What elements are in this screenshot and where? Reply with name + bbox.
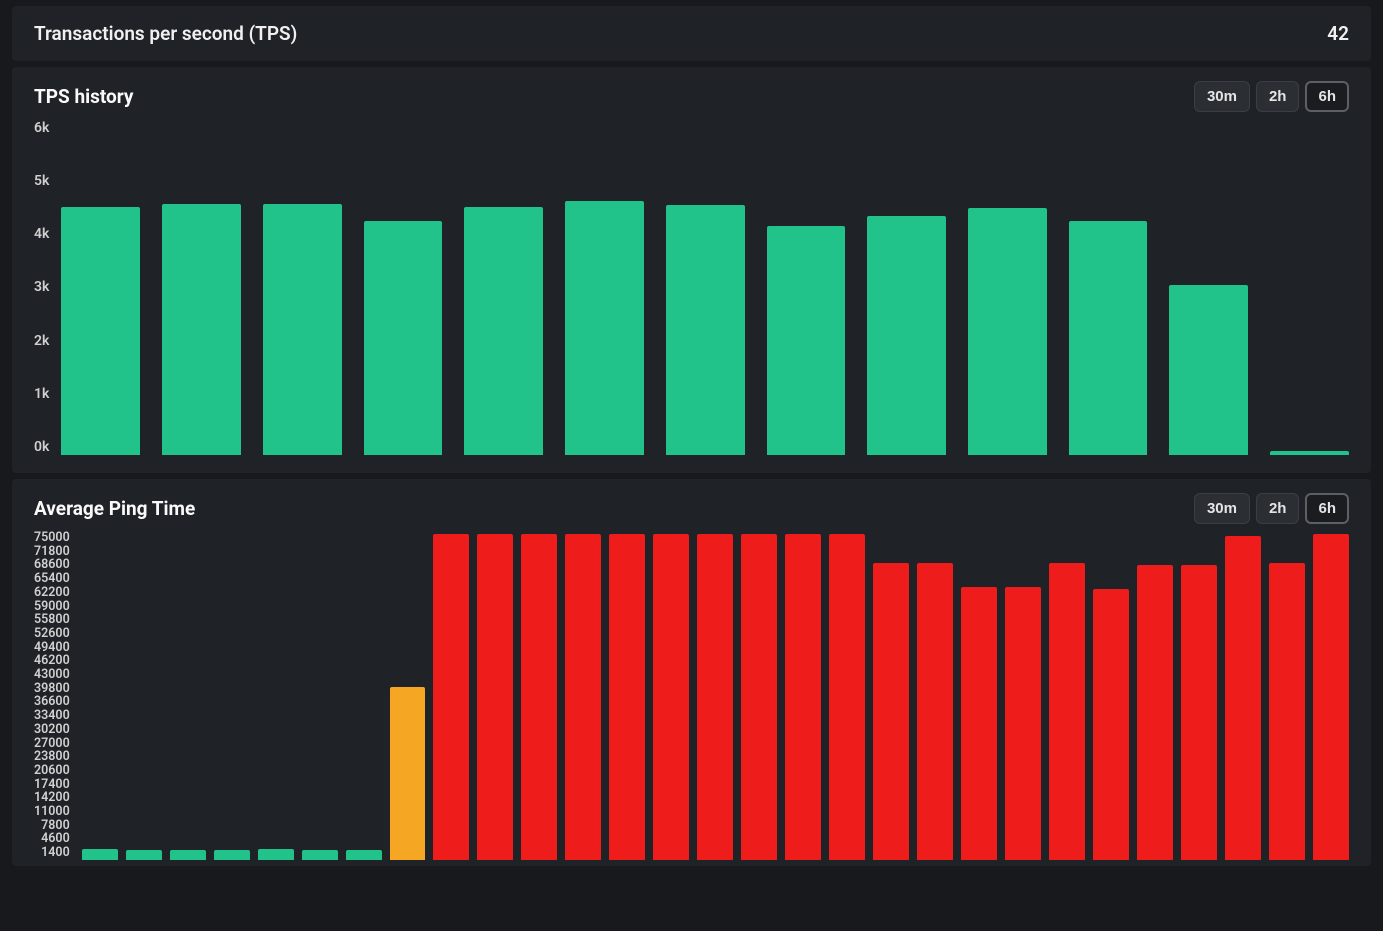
ping-ytick: 75000 [34,532,70,545]
tps-ytick: 2k [34,333,49,349]
ping-bar [697,534,733,860]
ping-bar [1049,563,1085,860]
tps-bar [364,221,443,456]
ping-ytick: 33400 [34,710,70,723]
ping-ytick: 68600 [34,559,70,572]
tps-ytick: 0k [34,439,49,455]
ping-range-button-30m[interactable]: 30m [1194,493,1250,524]
tps-range-button-6h[interactable]: 6h [1305,81,1349,112]
ping-ytick: 30200 [34,724,70,737]
ping-bar [521,534,557,860]
ping-bar [829,534,865,860]
ping-ytick: 71800 [34,546,70,559]
ping-ytick: 17400 [34,779,70,792]
ping-bar [1093,589,1129,860]
ping-bar [1137,565,1173,860]
ping-bar [433,534,469,860]
ping-bar [390,687,426,860]
tps-ytick: 6k [34,120,49,136]
ping-bar [214,850,250,860]
ping-bar [1225,536,1261,860]
tps-ytick: 5k [34,173,49,189]
tps-history-title: TPS history [34,85,133,108]
ping-bar [785,534,821,860]
ping-bar [258,849,294,860]
ping-ytick: 52600 [34,628,70,641]
ping-ytick: 59000 [34,601,70,614]
tps-ytick: 3k [34,279,49,295]
tps-bar [263,204,342,455]
ping-ytick: 43000 [34,669,70,682]
ping-ytick: 14200 [34,792,70,805]
tps-bar [968,208,1047,455]
tps-range-button-2h[interactable]: 2h [1256,81,1300,112]
ping-range-button-6h[interactable]: 6h [1305,493,1349,524]
ping-bar [1181,565,1217,860]
ping-header: Average Ping Time 30m2h6h [34,493,1349,524]
ping-bars [78,532,1349,860]
ping-bar [741,534,777,860]
ping-ytick: 49400 [34,642,70,655]
ping-ytick: 4600 [41,833,70,846]
tps-time-range-group: 30m2h6h [1194,81,1349,112]
ping-time-range-group: 30m2h6h [1194,493,1349,524]
ping-ytick: 62200 [34,587,70,600]
tps-bar [1069,221,1148,456]
ping-bar [873,563,909,860]
ping-title: Average Ping Time [34,497,195,520]
ping-bar [961,587,997,860]
ping-bar [302,850,338,860]
tps-bar [61,207,140,455]
tps-bar [1169,285,1248,455]
ping-ytick: 11000 [34,806,70,819]
tps-range-button-30m[interactable]: 30m [1194,81,1250,112]
tps-summary-title: Transactions per second (TPS) [34,22,297,45]
ping-bar [653,534,689,860]
ping-bar [917,563,953,860]
ping-bar [82,849,118,860]
ping-bar [477,534,513,860]
tps-bar [867,216,946,455]
ping-bar [565,534,601,860]
ping-bar [346,850,382,860]
tps-summary-card: Transactions per second (TPS) 42 [12,6,1371,61]
ping-bar [609,534,645,860]
ping-panel: Average Ping Time 30m2h6h 75000718006860… [12,479,1371,866]
ping-bar [126,850,162,860]
ping-ytick: 20600 [34,765,70,778]
tps-y-axis: 6k 5k 4k 3k 2k 1k 0k [34,120,57,455]
tps-bar [1270,451,1349,455]
ping-ytick: 39800 [34,683,70,696]
ping-ytick: 1400 [41,847,70,860]
tps-summary-value: 42 [1327,22,1349,45]
tps-chart-area: 6k 5k 4k 3k 2k 1k 0k [34,120,1349,455]
ping-ytick: 65400 [34,573,70,586]
ping-bar [170,850,206,860]
tps-ytick: 4k [34,226,49,242]
ping-ytick: 7800 [41,820,70,833]
ping-chart-area: 7500071800686006540062200590005580052600… [34,532,1349,860]
tps-bar [666,205,745,455]
ping-ytick: 27000 [34,738,70,751]
tps-history-header: TPS history 30m2h6h [34,81,1349,112]
ping-ytick: 36600 [34,696,70,709]
ping-ytick: 23800 [34,751,70,764]
ping-y-axis: 7500071800686006540062200590005580052600… [34,532,78,860]
ping-bar [1313,534,1349,860]
tps-history-panel: TPS history 30m2h6h 6k 5k 4k 3k 2k 1k 0k [12,67,1371,473]
tps-bar [464,207,543,455]
tps-bar [767,226,846,455]
ping-ytick: 46200 [34,655,70,668]
tps-ytick: 1k [34,386,49,402]
tps-bar [565,201,644,455]
ping-bar [1005,587,1041,860]
tps-bars [57,120,1349,455]
tps-bar [162,204,241,455]
ping-ytick: 55800 [34,614,70,627]
ping-bar [1269,563,1305,860]
ping-range-button-2h[interactable]: 2h [1256,493,1300,524]
